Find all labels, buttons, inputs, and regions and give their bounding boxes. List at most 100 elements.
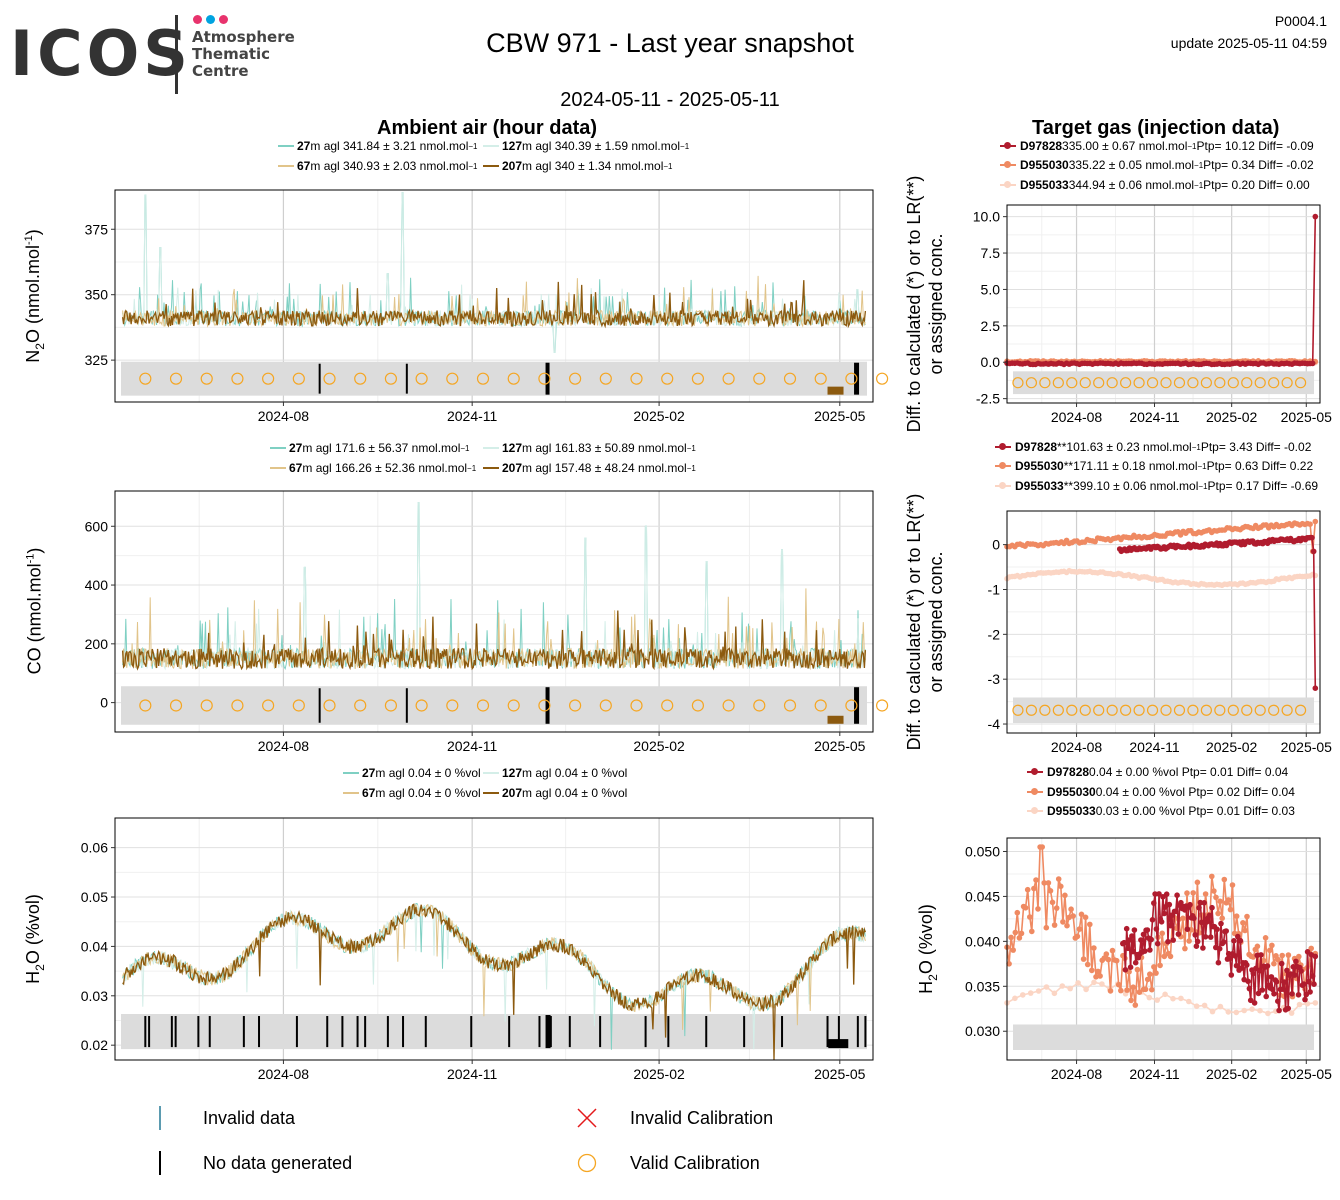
target-section-title: Target gas (injection data) <box>1032 117 1280 139</box>
y-tick-label: 0 <box>992 537 1000 553</box>
point-D955030 <box>1211 888 1217 894</box>
x-tick-label: 2024-08 <box>1051 739 1103 755</box>
valid-calibration-marker <box>1079 377 1091 389</box>
point-D97828 <box>1291 972 1298 978</box>
valid-calibration-marker <box>1241 704 1253 716</box>
valid-calibration-marker <box>538 699 551 712</box>
legend-swatch <box>270 467 286 469</box>
h2o-ambient-plot: 2024-08 2024-11 2025-02 2025-05 0.02 0.03 0.04… <box>81 817 874 1082</box>
logo-dot-1 <box>193 15 202 24</box>
update-timestamp: update 2025-05-11 04:59 <box>1170 35 1327 51</box>
point-D97828 <box>1132 959 1139 966</box>
legend-text: 171.11 ± 0.18 nmol.mol <box>1073 459 1198 473</box>
legend-entry-127m: 127 m agl 340.39 ± 1.59 nmol.mol −1 <box>483 139 689 153</box>
valid-calibration-marker <box>1052 704 1064 716</box>
y-tick-label: 350 <box>85 287 109 303</box>
point-D97828 <box>1153 926 1160 932</box>
legend-entry-D97828: D97828 335.00 ± 0.67 nmol.mol −1 Ptp= 10.… <box>1000 139 1314 153</box>
point-D97828 <box>1246 985 1253 992</box>
legend-swatch <box>483 772 499 774</box>
point-D97828 <box>1144 927 1151 933</box>
valid-calibration-marker <box>1173 377 1186 389</box>
point-D955030 <box>1213 894 1219 901</box>
legend-text: m agl 340.39 ± 1.59 nmol.mol <box>522 139 681 153</box>
point-D955030 <box>1260 957 1267 964</box>
icos-logo-text: ICOS <box>10 17 192 90</box>
valid-calibration-marker <box>1133 704 1145 716</box>
point-D955030 <box>1095 968 1101 975</box>
legend-height: 67 <box>297 159 311 173</box>
legend-entry-27m: 27 m agl 0.04 ± 0 %vol <box>343 766 481 780</box>
point-D97828 <box>1165 938 1171 945</box>
legend-stats: Ptp= 0.17 Diff= -0.69 <box>1207 479 1319 493</box>
point-D955030 <box>1080 956 1087 962</box>
y-tick-label: -2 <box>988 626 1001 642</box>
point-D955030 <box>1279 952 1285 959</box>
point-D97828 <box>1130 948 1136 955</box>
valid-calibration-marker <box>476 699 490 712</box>
legend-swatch <box>278 165 294 167</box>
point-D97828 <box>1311 981 1317 987</box>
legend-sup: −1 <box>468 161 478 171</box>
legend-swatch <box>483 145 499 147</box>
valid-calibration-marker <box>507 699 520 712</box>
point-D955030 <box>1215 910 1221 917</box>
valid-calibration-marker <box>292 699 305 712</box>
point-D97828 <box>1216 945 1223 952</box>
legend-marker <box>995 462 1011 470</box>
point-D97828 <box>1121 939 1127 946</box>
valid-calibration-marker <box>538 372 551 385</box>
point-D97828 <box>1312 685 1319 691</box>
point-D97828 <box>1312 213 1319 220</box>
point-D97828 <box>1173 908 1179 915</box>
valid-calibration-marker <box>599 372 612 385</box>
point-D955030 <box>1147 971 1153 977</box>
point-D955030 <box>1105 956 1112 963</box>
point-D97828 <box>1187 901 1193 908</box>
valid-calibration-marker <box>323 372 336 385</box>
valid-calibration-marker <box>231 699 244 712</box>
legend-sup: −1 <box>680 141 690 151</box>
y-tick-label: 7.5 <box>981 245 1001 261</box>
point-D955030 <box>1076 926 1083 932</box>
logo-dot-3 <box>219 15 228 24</box>
point-D955030 <box>1157 962 1163 969</box>
valid-calibration-marker <box>1106 704 1118 716</box>
legend-text: m agl 341.84 ± 3.21 nmol.mol <box>310 139 469 153</box>
legend-gas-name: D97828 <box>1015 440 1058 454</box>
point-D955033 <box>1257 1007 1263 1014</box>
point-D955030 <box>1209 873 1215 880</box>
point-D955030 <box>1087 921 1093 928</box>
valid-calibration-marker <box>415 372 428 385</box>
legend-marker <box>1027 807 1043 815</box>
y-tick-label: 0.02 <box>81 1037 108 1053</box>
point-D97828 <box>1198 919 1205 926</box>
point-D97828 <box>1232 953 1238 959</box>
point-D97828 <box>1298 968 1304 974</box>
legend-sup: −1 <box>467 463 477 473</box>
point-D97828 <box>1310 548 1317 555</box>
point-D97828 <box>1302 996 1308 1003</box>
legend-text: 399.10 ± 0.06 nmol.mol <box>1073 479 1199 493</box>
valid-calibration-marker <box>661 699 674 712</box>
series-m207 <box>121 610 867 671</box>
legend-height: 127 <box>502 441 523 455</box>
point-D955030 <box>1113 957 1120 964</box>
point-D955033 <box>1162 991 1168 998</box>
point-D97828 <box>1255 990 1262 997</box>
point-D955030 <box>1130 984 1136 990</box>
point-D955033 <box>1217 1003 1224 1010</box>
point-D97828 <box>1263 993 1269 1000</box>
flag-band <box>121 686 867 725</box>
point-D955030 <box>1018 930 1025 937</box>
legend-gas-name: D955033 <box>1020 178 1069 192</box>
valid-calibration-marker <box>569 372 582 385</box>
valid-calibration-marker <box>1066 704 1078 716</box>
legend-sup: −1 <box>1191 442 1201 452</box>
point-D955033 <box>1012 995 1018 1002</box>
x-tick-label: 2024-11 <box>1129 409 1180 425</box>
point-D97828 <box>1295 992 1302 998</box>
point-D97828 <box>1140 931 1147 938</box>
point-D955030 <box>1064 922 1070 929</box>
point-D955033 <box>1186 998 1192 1005</box>
